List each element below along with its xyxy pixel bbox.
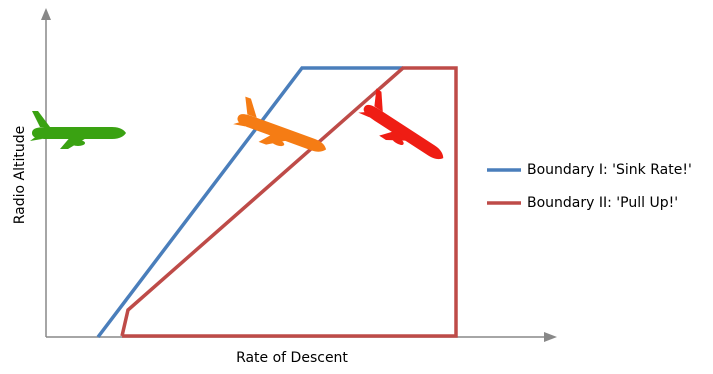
y-axis-label: Radio Altitude [12,126,28,225]
legend-label: Boundary I: 'Sink Rate!' [527,162,692,178]
page: Rate of Descent Radio Altitude Boundary … [0,0,713,374]
diagram: Rate of Descent Radio Altitude Boundary … [0,0,713,374]
boundary-pull-up [122,68,456,336]
x-arrow [544,332,557,342]
x-axis-label: Rate of Descent [236,350,348,366]
legend-label: Boundary II: 'Pull Up!' [527,195,678,211]
legend: Boundary I: 'Sink Rate!' Boundary II: 'Pu… [487,162,692,211]
plane-orange [230,96,333,165]
plane-green [30,111,126,149]
axes [41,8,557,342]
y-arrow [41,8,51,20]
